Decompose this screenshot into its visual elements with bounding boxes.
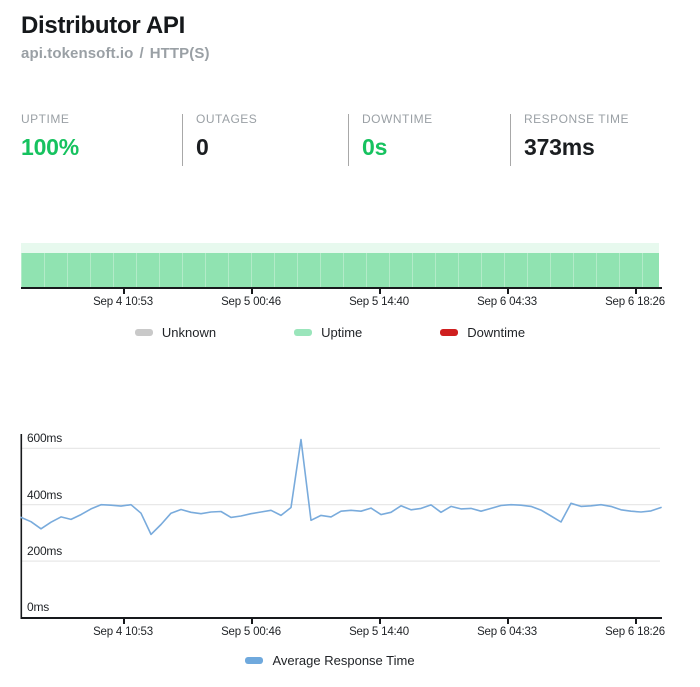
response-x-tickrow: Sep 4 10:53 Sep 5 00:46 Sep 5 14:40 Sep 6 0… bbox=[0, 619, 700, 643]
x-tick-mark bbox=[635, 289, 637, 294]
legend-item: Downtime bbox=[440, 325, 525, 340]
uptime-x-tickrow: Sep 4 10:53 Sep 5 00:46 Sep 5 14:40 Sep 6 0… bbox=[0, 289, 700, 313]
legend-label: Average Response Time bbox=[272, 652, 415, 668]
x-tick-label: Sep 6 04:33 bbox=[477, 296, 537, 308]
stat-outages-value: 0 bbox=[196, 134, 209, 160]
x-tick-mark bbox=[379, 619, 381, 624]
x-tick-mark bbox=[507, 289, 509, 294]
page-title: Distributor API bbox=[21, 12, 185, 39]
subtitle-separator: / bbox=[139, 45, 144, 62]
stat-response-time-label: RESPONSE TIME bbox=[524, 112, 629, 126]
stat-response-time: RESPONSE TIME 373ms bbox=[524, 112, 629, 161]
stat-divider bbox=[510, 114, 511, 166]
uptime-bar bbox=[21, 253, 659, 288]
stat-downtime-value: 0s bbox=[362, 134, 388, 160]
stat-divider bbox=[348, 114, 349, 166]
y-tick-400ms: 400ms bbox=[27, 488, 63, 502]
stat-divider bbox=[182, 114, 183, 166]
gridline-400ms bbox=[22, 504, 660, 506]
x-tick-mark bbox=[251, 619, 253, 624]
stat-response-time-value: 373ms bbox=[524, 134, 595, 160]
legend-label: Unknown bbox=[161, 324, 217, 340]
monitor-host: api.tokensoft.io bbox=[21, 45, 134, 62]
response-time-line bbox=[20, 438, 662, 536]
response-y-axis bbox=[20, 434, 23, 619]
x-tick-label: Sep 5 00:46 bbox=[221, 626, 281, 638]
x-tick-label: Sep 5 14:40 bbox=[349, 296, 409, 308]
monitor-protocol: HTTP(S) bbox=[149, 45, 210, 62]
stat-downtime-label: DOWNTIME bbox=[362, 112, 433, 126]
stat-uptime: UPTIME 100% bbox=[21, 112, 79, 161]
response-time-chart bbox=[20, 434, 662, 619]
x-tick-label: Sep 6 18:26 bbox=[605, 626, 665, 638]
legend-swatch-icon bbox=[440, 328, 459, 336]
x-tick-label: Sep 5 14:40 bbox=[349, 626, 409, 638]
y-tick-600ms: 600ms bbox=[27, 431, 63, 445]
legend-swatch-icon bbox=[134, 328, 153, 336]
response-legend: Average Response Time bbox=[0, 652, 660, 668]
legend-swatch-icon bbox=[245, 656, 264, 664]
legend-swatch-icon bbox=[294, 328, 313, 336]
legend-label: Uptime bbox=[321, 324, 363, 340]
uptime-legend: Unknown Uptime Downtime bbox=[0, 324, 660, 340]
legend-item: Uptime bbox=[294, 325, 362, 340]
y-tick-0ms: 0ms bbox=[27, 600, 50, 614]
x-tick-mark bbox=[123, 289, 125, 294]
x-tick-mark bbox=[635, 619, 637, 624]
gridline-200ms bbox=[22, 560, 660, 562]
x-tick-label: Sep 6 18:26 bbox=[605, 296, 665, 308]
stat-uptime-value: 100% bbox=[21, 134, 80, 160]
legend-label: Downtime bbox=[467, 324, 526, 340]
uptime-x-axis bbox=[21, 287, 662, 289]
gridline-600ms bbox=[22, 447, 660, 449]
legend-item: Unknown bbox=[134, 324, 217, 340]
x-tick-label: Sep 4 10:53 bbox=[93, 626, 153, 638]
x-tick-label: Sep 4 10:53 bbox=[93, 296, 153, 308]
x-tick-mark bbox=[507, 619, 509, 624]
x-tick-mark bbox=[379, 289, 381, 294]
stat-uptime-label: UPTIME bbox=[21, 112, 70, 126]
stat-outages: OUTAGES 0 bbox=[196, 112, 257, 161]
x-tick-label: Sep 6 04:33 bbox=[477, 626, 537, 638]
stat-outages-label: OUTAGES bbox=[196, 112, 258, 126]
x-tick-mark bbox=[123, 619, 125, 624]
y-tick-200ms: 200ms bbox=[27, 544, 63, 558]
x-tick-mark bbox=[251, 289, 253, 294]
stat-downtime: DOWNTIME 0s bbox=[362, 112, 433, 161]
monitor-subtitle: api.tokensoft.io / HTTP(S) bbox=[21, 45, 210, 62]
uptime-bar-top-fade bbox=[21, 243, 659, 253]
x-tick-label: Sep 5 00:46 bbox=[221, 296, 281, 308]
stats-row: UPTIME 100% OUTAGES 0 DOWNTIME 0s RESPON… bbox=[21, 112, 679, 168]
response-x-axis bbox=[21, 617, 662, 619]
legend-item: Average Response Time bbox=[245, 652, 415, 668]
